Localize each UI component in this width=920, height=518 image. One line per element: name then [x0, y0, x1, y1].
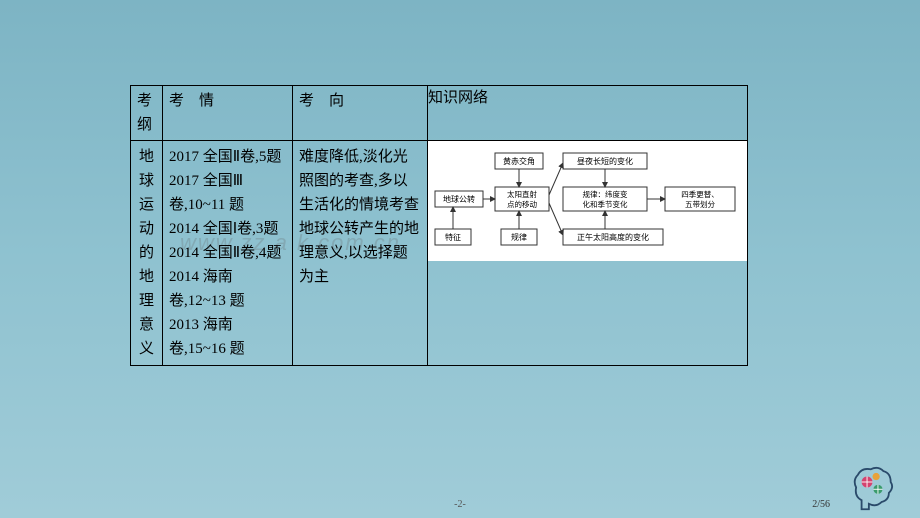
diagram-node-9: 正午太阳高度的变化 [577, 232, 649, 242]
table-header-row: 考纲 考 情 考 向 知识网络 [131, 86, 748, 141]
table-data-row: 地球运动的地理意义 2017 全国Ⅱ卷,5题 2017 全国Ⅲ卷,10~11 题… [131, 141, 748, 366]
page-count: 2/56 [812, 499, 830, 510]
knowledge-diagram: 黄赤交角 地球公转 太阳直射 点的移动 昼夜长短的变化 规律：纬 [433, 151, 743, 251]
row-direction-text: 难度降低,淡化光照图的考查,多以生活化的情境考查地球公转产生的地理意义,以选择题… [299, 149, 419, 285]
header-kaoqing: 考 情 [163, 86, 293, 141]
row-examlist: 2017 全国Ⅱ卷,5题 2017 全国Ⅲ卷,10~11 题 2014 全国Ⅰ卷… [163, 141, 293, 366]
svg-text:化和季节变化: 化和季节变化 [582, 199, 627, 209]
svg-text:规律：纬度变: 规律：纬度变 [582, 189, 627, 199]
header-zhishiwangluo: 知识网络 [428, 86, 748, 141]
svg-text:四季更替、: 四季更替、 [681, 189, 719, 199]
diagram-node-7: 特征 [445, 232, 461, 242]
row-label: 地球运动的地理意义 [131, 141, 163, 366]
slide-container: www.zz a k.com.cn 考纲 考 情 考 向 知识网络 地球运动的地… [0, 0, 920, 518]
page-indicator: -2- [454, 499, 466, 510]
brain-gears-icon [845, 462, 900, 512]
diagram-node-8: 规律 [511, 232, 527, 242]
diagram-container: 黄赤交角 地球公转 太阳直射 点的移动 昼夜长短的变化 规律：纬 [428, 141, 747, 261]
diagram-node-2: 地球公转 [443, 194, 475, 204]
row-label-text: 地球运动的地理意义 [139, 149, 154, 357]
diagram-node-4: 昼夜长短的变化 [577, 156, 633, 166]
diagram-node-1: 黄赤交角 [503, 156, 535, 166]
row-examlist-text: 2017 全国Ⅱ卷,5题 2017 全国Ⅲ卷,10~11 题 2014 全国Ⅰ卷… [169, 149, 281, 357]
content-table: 考纲 考 情 考 向 知识网络 地球运动的地理意义 2017 全国Ⅱ卷,5题 2… [130, 85, 748, 366]
header-kaoxiang: 考 向 [293, 86, 428, 141]
svg-text:点的移动: 点的移动 [507, 199, 537, 209]
row-diagram-cell: 黄赤交角 地球公转 太阳直射 点的移动 昼夜长短的变化 规律：纬 [428, 141, 748, 366]
row-direction: 难度降低,淡化光照图的考查,多以生活化的情境考查地球公转产生的地理意义,以选择题… [293, 141, 428, 366]
header-kaogang: 考纲 [131, 86, 163, 141]
svg-text:太阳直射: 太阳直射 [507, 189, 537, 199]
svg-text:五带划分: 五带划分 [685, 199, 715, 209]
